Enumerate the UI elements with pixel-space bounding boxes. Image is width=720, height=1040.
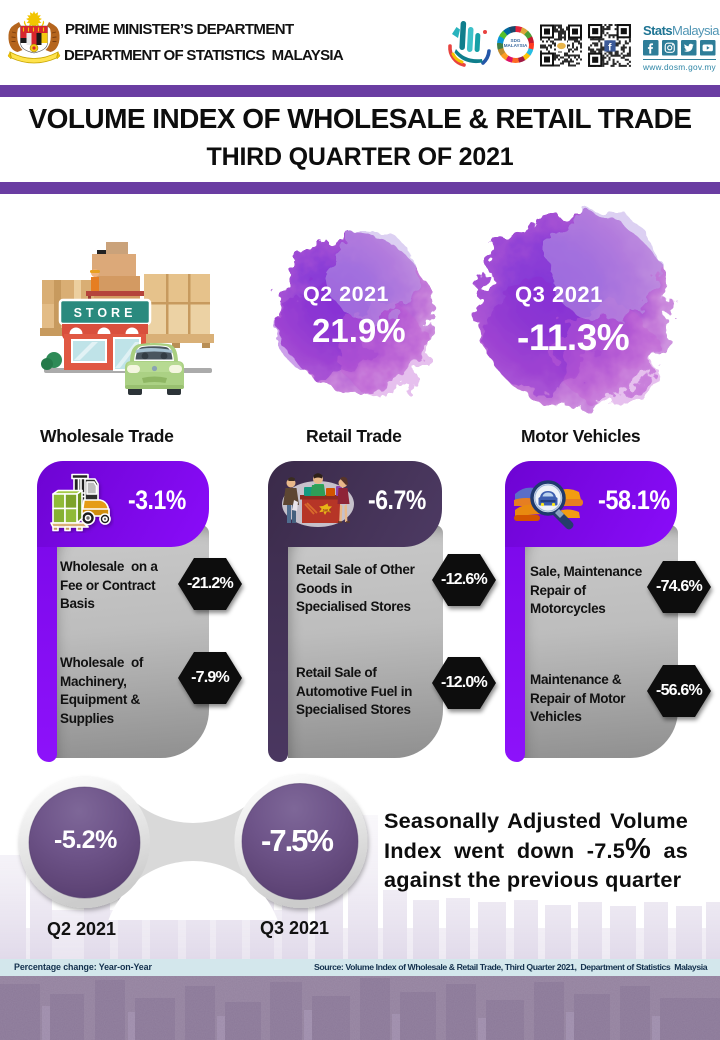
svg-text:STORE: STORE	[74, 306, 137, 320]
svg-text:SALE: SALE	[323, 509, 332, 513]
svg-text:f: f	[608, 43, 612, 54]
